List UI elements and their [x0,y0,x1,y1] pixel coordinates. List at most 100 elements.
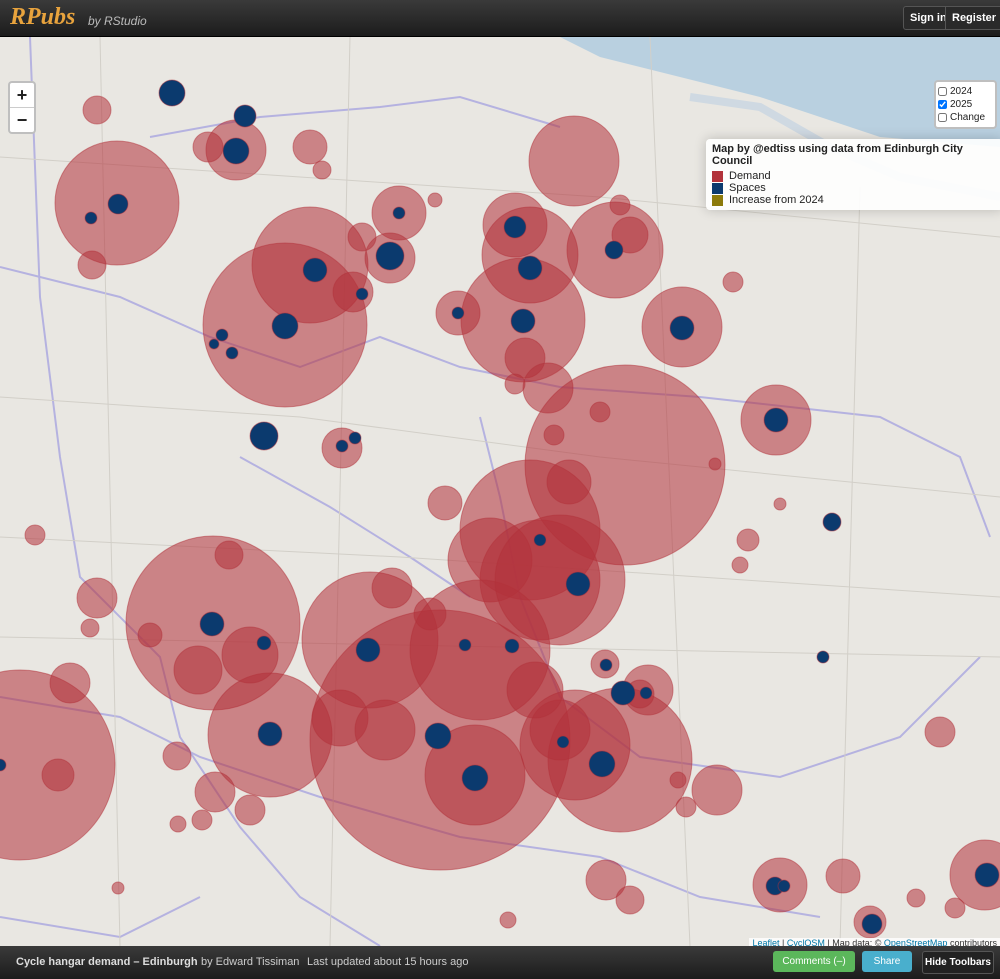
spaces-circle[interactable] [504,638,520,654]
zoom-in[interactable]: + [16,85,28,105]
demand-circle[interactable] [546,459,592,505]
layer-checkbox[interactable] [938,99,947,109]
spaces-circle[interactable] [233,104,257,128]
spaces-circle[interactable] [816,650,830,664]
spaces-circle[interactable] [208,338,220,350]
spaces-circle[interactable] [510,308,536,334]
demand-circle[interactable] [82,95,112,125]
spaces-circle[interactable] [599,658,613,672]
demand-circle[interactable] [528,115,620,207]
demand-circle[interactable] [522,362,574,414]
spaces-circle[interactable] [777,879,791,893]
demand-circle[interactable] [24,524,46,546]
spaces-circle[interactable] [348,431,362,445]
spaces-circle[interactable] [257,721,283,747]
demand-circle[interactable] [191,809,213,831]
demand-circle[interactable] [615,885,645,915]
spaces-circle[interactable] [225,346,239,360]
spaces-circle[interactable] [222,137,250,165]
demand-circle[interactable] [504,373,526,395]
spaces-circle[interactable] [610,680,636,706]
layer-option[interactable]: 2024 [938,85,993,98]
spaces-circle[interactable] [355,287,369,301]
comments-button[interactable]: Comments (–) [773,951,855,972]
spaces-circle[interactable] [335,439,349,453]
spaces-circle[interactable] [458,638,472,652]
share-button[interactable]: Share [862,951,912,972]
spaces-circle[interactable] [639,686,653,700]
spaces-circle[interactable] [84,211,98,225]
spaces-circle[interactable] [424,722,452,750]
spaces-circle[interactable] [451,306,465,320]
demand-circle[interactable] [192,131,224,163]
demand-circle[interactable] [169,815,187,833]
spaces-circle[interactable] [861,913,883,935]
register[interactable]: Register [945,6,1000,30]
spaces-circle[interactable] [669,315,695,341]
spaces-circle[interactable] [392,206,406,220]
demand-circle[interactable] [589,401,611,423]
demand-circle[interactable] [731,556,749,574]
spaces-circle[interactable] [588,750,616,778]
spaces-circle[interactable] [556,735,570,749]
spaces-circle[interactable] [215,328,229,342]
demand-circle[interactable] [609,194,631,216]
spaces-circle[interactable] [271,312,299,340]
spaces-circle[interactable] [517,255,543,281]
demand-circle[interactable] [906,888,926,908]
spaces-circle[interactable] [158,79,186,107]
layer-option[interactable]: Change [938,111,993,124]
demand-circle[interactable] [76,577,118,619]
demand-circle[interactable] [80,618,100,638]
demand-circle[interactable] [292,129,328,165]
spaces-circle[interactable] [302,257,328,283]
demand-circle[interactable] [49,662,91,704]
demand-circle[interactable] [111,881,125,895]
demand-circle[interactable] [585,859,627,901]
demand-circle[interactable] [347,222,377,252]
demand-circle[interactable] [221,626,279,684]
demand-circle[interactable] [194,771,236,813]
demand-circle[interactable] [312,160,332,180]
demand-circle[interactable] [499,911,517,929]
spaces-circle[interactable] [604,240,624,260]
cyclosm-link[interactable]: CyclOSM [786,938,825,948]
spaces-circle[interactable] [256,635,272,651]
demand-circle[interactable] [924,716,956,748]
demand-circle[interactable] [354,699,416,761]
demand-circle[interactable] [736,528,760,552]
demand-circle[interactable] [722,271,744,293]
demand-circle[interactable] [675,796,697,818]
demand-circle[interactable] [413,597,447,631]
spaces-circle[interactable] [107,193,129,215]
demand-circle[interactable] [944,897,966,919]
demand-circle[interactable] [77,250,107,280]
demand-circle[interactable] [506,661,564,719]
hide-toolbars-button[interactable]: Hide Toolbars [922,951,994,974]
demand-circle[interactable] [162,741,192,771]
demand-circle[interactable] [371,567,413,609]
spaces-circle[interactable] [565,571,591,597]
leaflet-link[interactable]: Leaflet [752,938,780,948]
demand-circle[interactable] [173,645,223,695]
demand-circle[interactable] [708,457,722,471]
layer-option[interactable]: 2025 [938,98,993,111]
demand-circle[interactable] [214,540,244,570]
spaces-circle[interactable] [974,862,1000,888]
spaces-circle[interactable] [763,407,789,433]
zoom-out[interactable]: − [10,107,34,132]
spaces-circle[interactable] [199,611,225,637]
spaces-circle[interactable] [375,241,405,271]
demand-circle[interactable] [427,485,463,521]
spaces-circle[interactable] [503,215,527,239]
layer-checkbox[interactable] [938,86,947,96]
demand-circle[interactable] [41,758,75,792]
demand-circle[interactable] [669,771,687,789]
demand-circle[interactable] [691,764,743,816]
demand-circle[interactable] [427,192,443,208]
demand-circle[interactable] [773,497,787,511]
demand-circle[interactable] [494,514,626,646]
osm-link[interactable]: OpenStreetMap [883,938,948,948]
spaces-circle[interactable] [822,512,842,532]
demand-circle[interactable] [825,858,861,894]
